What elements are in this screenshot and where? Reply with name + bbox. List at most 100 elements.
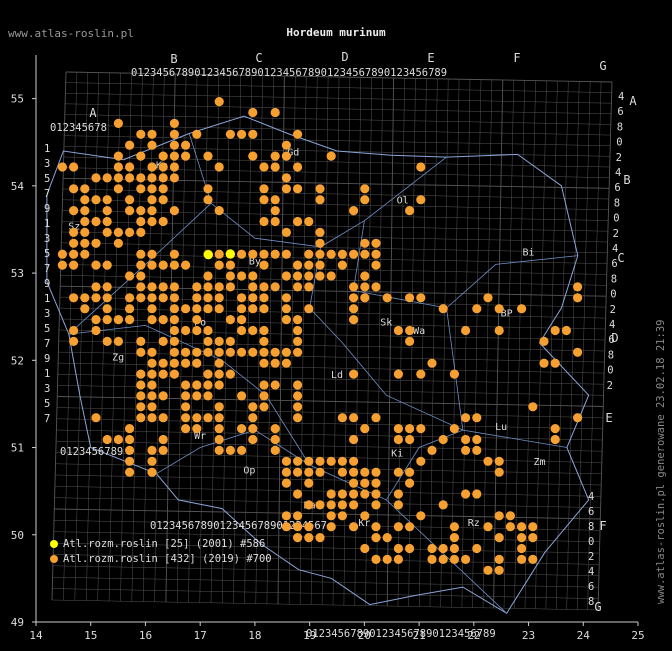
record-point-2019 xyxy=(237,304,247,314)
record-point-2019 xyxy=(169,325,179,336)
legend-marker-orange xyxy=(50,554,58,563)
record-point-2019 xyxy=(158,195,168,205)
record-point-2019 xyxy=(461,434,471,445)
record-point-2019 xyxy=(125,315,135,325)
record-point-2019 xyxy=(427,543,437,554)
grid-row-digit-east: 6 xyxy=(617,106,623,118)
record-point-2019 xyxy=(494,304,504,314)
grid-line xyxy=(74,72,89,601)
y-tick-label: 54 xyxy=(11,180,25,193)
record-point-2019 xyxy=(158,173,168,183)
record-point-2019 xyxy=(248,434,258,445)
x-tick-label: 21 xyxy=(412,629,425,642)
record-point-2019 xyxy=(371,533,381,543)
record-point-2019 xyxy=(203,391,213,401)
region-code-ld: Ld xyxy=(331,370,343,381)
record-point-2019 xyxy=(169,140,179,150)
record-point-2019 xyxy=(136,402,146,412)
record-point-2019 xyxy=(337,249,347,259)
record-point-2019 xyxy=(259,347,269,357)
record-point-2019 xyxy=(259,336,269,346)
record-point-2019 xyxy=(192,325,202,336)
record-point-2019 xyxy=(371,238,381,248)
record-point-2019 xyxy=(169,206,179,216)
grid-row-digit-south-east: 8 xyxy=(588,596,594,608)
record-point-2019 xyxy=(281,511,291,521)
record-point-2019 xyxy=(281,456,291,466)
record-point-2019 xyxy=(169,293,179,303)
record-point-2019 xyxy=(517,533,527,543)
record-point-2019 xyxy=(270,445,280,455)
record-point-2019 xyxy=(214,162,224,172)
record-point-2019 xyxy=(225,260,235,270)
grid-line xyxy=(58,329,606,341)
record-point-2019 xyxy=(248,282,258,292)
record-point-2019 xyxy=(259,304,269,314)
grid-line xyxy=(53,554,600,565)
record-point-2019 xyxy=(169,358,179,368)
record-point-2019 xyxy=(349,206,359,216)
record-point-2019 xyxy=(192,413,202,423)
record-point-2019 xyxy=(136,282,146,292)
record-point-2019 xyxy=(281,140,291,150)
record-point-2019 xyxy=(113,173,123,183)
grid-line xyxy=(61,242,608,254)
record-point-2019 xyxy=(169,118,179,128)
record-point-2019 xyxy=(360,195,370,205)
record-point-2019 xyxy=(494,565,504,575)
record-point-2019 xyxy=(259,358,269,368)
record-point-2019 xyxy=(91,315,101,325)
record-point-2019 xyxy=(80,227,90,237)
record-point-2019 xyxy=(416,511,426,521)
record-point-2019 xyxy=(136,347,146,357)
record-point-2019 xyxy=(158,260,168,270)
record-point-2019 xyxy=(259,391,269,401)
record-point-2019 xyxy=(360,543,370,554)
record-point-2019 xyxy=(315,500,325,510)
record-point-2019 xyxy=(248,402,258,412)
x-tick-label: 25 xyxy=(631,629,644,642)
record-point-2019 xyxy=(248,424,258,434)
grid-row-digit-east: 6 xyxy=(608,334,614,346)
record-point-2019 xyxy=(225,347,235,357)
record-point-2019 xyxy=(203,184,213,194)
record-point-2019 xyxy=(281,358,291,368)
record-point-2019 xyxy=(125,271,135,281)
grid-row-letter-G: G xyxy=(594,600,601,614)
x-tick-label: 18 xyxy=(248,629,261,642)
record-point-2019 xyxy=(405,522,415,532)
record-point-2019 xyxy=(326,271,336,281)
record-point-2019 xyxy=(113,184,123,194)
x-tick-label: 14 xyxy=(29,629,43,642)
record-point-2019 xyxy=(438,543,448,554)
record-point-2019 xyxy=(461,554,471,565)
grid-line xyxy=(556,81,569,610)
record-point-2019 xyxy=(102,434,112,445)
record-point-2019 xyxy=(248,293,258,303)
record-point-2019 xyxy=(494,467,504,477)
record-point-2019 xyxy=(69,227,79,237)
record-point-2019 xyxy=(561,325,572,336)
record-point-2019 xyxy=(293,184,303,194)
region-code-ki: Ki xyxy=(391,448,403,459)
record-point-2019 xyxy=(158,391,168,401)
record-point-2019 xyxy=(169,129,179,139)
record-point-2019 xyxy=(169,173,179,183)
record-point-2019 xyxy=(304,304,314,314)
record-point-2019 xyxy=(315,195,325,205)
record-point-2019 xyxy=(326,249,336,259)
record-point-2019 xyxy=(360,511,370,521)
record-point-2019 xyxy=(91,238,101,248)
record-point-2019 xyxy=(315,456,325,466)
record-point-2019 xyxy=(349,478,359,488)
grid-row-digit-west: 9 xyxy=(44,203,50,215)
grid-line xyxy=(65,103,612,115)
grid-row-digit-south-east: 6 xyxy=(588,581,594,593)
record-point-2019 xyxy=(337,489,347,499)
grid-line xyxy=(386,77,395,607)
record-point-2019 xyxy=(147,249,157,259)
record-point-2019 xyxy=(125,162,135,172)
record-point-2019 xyxy=(371,249,381,259)
record-point-2019 xyxy=(405,478,415,488)
record-point-2019 xyxy=(69,293,79,303)
